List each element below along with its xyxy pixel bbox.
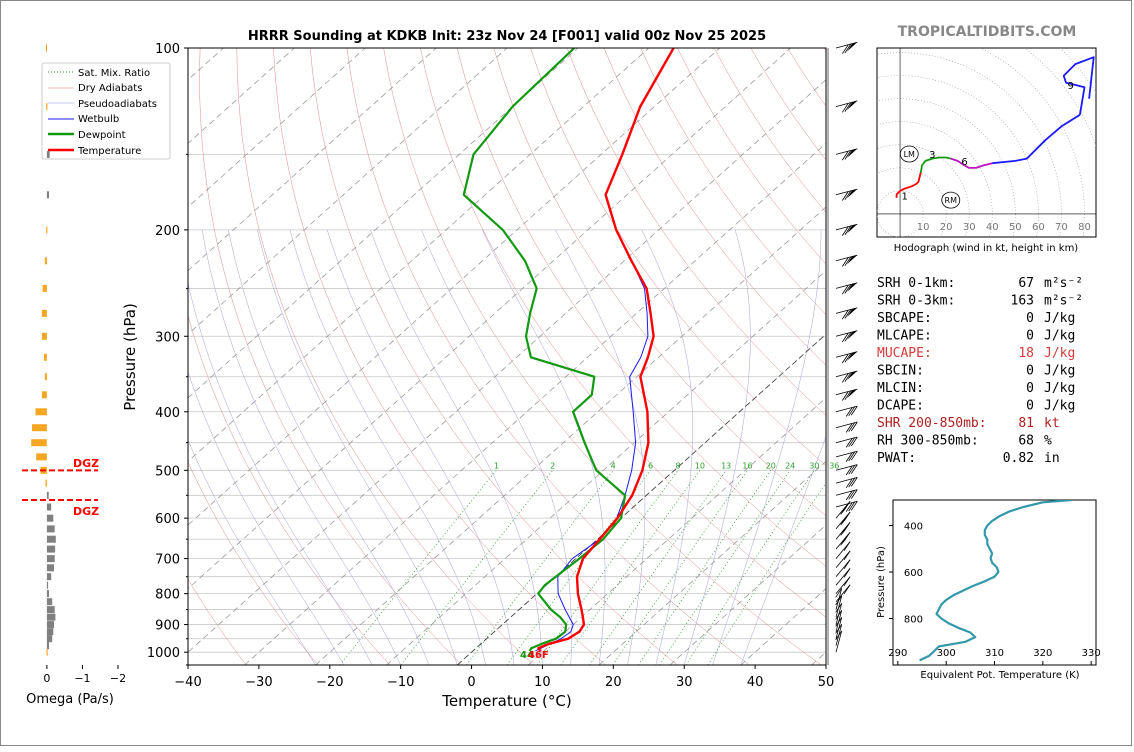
figure-frame xyxy=(0,0,1132,746)
